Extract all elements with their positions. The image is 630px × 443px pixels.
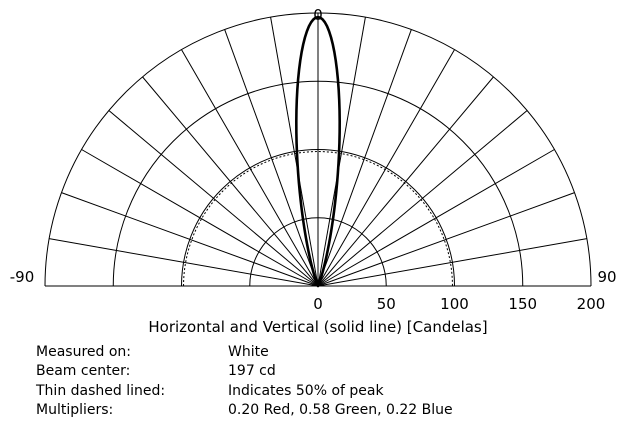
- radial-tick-label-150: 150: [508, 295, 537, 313]
- grid-spoke-40: [317, 76, 494, 287]
- grid-spoke-50: [317, 110, 528, 287]
- grid-spoke--40: [142, 76, 319, 287]
- grid-spoke-10: [317, 17, 366, 287]
- grid-spoke-70: [317, 192, 575, 287]
- grid-spoke--20: [224, 29, 319, 287]
- grid-spoke-80: [317, 238, 587, 287]
- angle-label-top: 0: [313, 6, 323, 24]
- info-value: Indicates 50% of peak: [228, 382, 384, 399]
- angle-label-left: -90: [10, 268, 35, 286]
- radial-tick-label-50: 50: [377, 295, 396, 313]
- info-value: 0.20 Red, 0.58 Green, 0.22 Blue: [228, 402, 453, 419]
- info-label: Measured on:: [36, 344, 131, 360]
- radial-tick-label-100: 100: [440, 295, 469, 313]
- info-row-beam-center: Beam center: 197 cd: [36, 362, 453, 381]
- angle-label-right: 90: [597, 268, 616, 286]
- grid-spoke-30: [317, 49, 455, 287]
- info-row-dashed-line: Thin dashed lined: Indicates 50% of peak: [36, 382, 453, 401]
- x-axis-label: Horizontal and Vertical (solid line) [Ca…: [148, 318, 487, 336]
- grid-spoke--30: [181, 49, 319, 287]
- grid-spoke--10: [270, 17, 319, 287]
- info-value: White: [228, 344, 269, 360]
- info-label: Beam center:: [36, 363, 131, 380]
- radial-tick-labels: 0 50 100 150 200: [313, 295, 605, 313]
- info-table: Measured on: White Beam center: 197 cd T…: [36, 343, 453, 421]
- grid-spoke--80: [49, 238, 319, 287]
- info-row-multipliers: Multipliers: 0.20 Red, 0.58 Green, 0.22 …: [36, 401, 453, 420]
- grid-spoke--60: [81, 149, 319, 287]
- info-label: Multipliers:: [36, 402, 114, 419]
- info-value: 197 cd: [228, 363, 276, 380]
- grid-spoke--70: [61, 192, 319, 287]
- info-row-measured-on: Measured on: White: [36, 343, 453, 362]
- grid-spoke--50: [108, 110, 319, 287]
- info-label: Thin dashed lined:: [36, 382, 166, 399]
- polar-grid: [44, 12, 592, 287]
- radial-tick-label-200: 200: [577, 295, 606, 313]
- grid-spoke-20: [317, 29, 412, 287]
- grid-spoke-60: [317, 149, 555, 287]
- intensity-curve-solid-0: [295, 15, 341, 288]
- intensity-curves: [295, 15, 341, 288]
- radial-tick-label-0: 0: [313, 295, 323, 313]
